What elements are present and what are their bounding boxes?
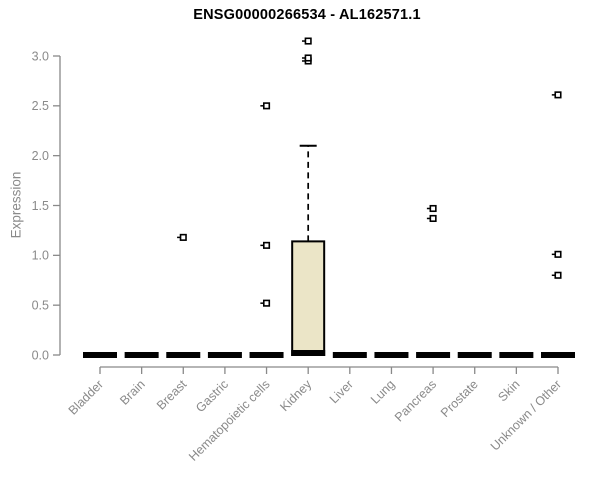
- outlier-point: [260, 299, 271, 307]
- median-bar: [374, 352, 409, 358]
- y-tick-label: 2.0: [32, 149, 49, 163]
- outlier-square: [304, 37, 312, 45]
- median-bar: [416, 352, 451, 358]
- y-tick-label: 1.0: [32, 249, 49, 263]
- y-tick-label: 0.5: [32, 299, 49, 313]
- y-tick-label: 1.5: [32, 199, 49, 213]
- outlier-point: [551, 91, 562, 99]
- x-category-label: Hematopoietic cells: [186, 377, 273, 464]
- x-category-label: Liver: [327, 377, 356, 406]
- outlier-square: [429, 214, 437, 223]
- outlier-point: [426, 204, 437, 213]
- x-category-label: Brain: [117, 377, 148, 408]
- y-tick-label: 2.5: [32, 99, 49, 113]
- y-tick-label: 3.0: [32, 49, 49, 63]
- outlier-square: [554, 91, 562, 99]
- chart-title: ENSG00000266534 - AL162571.1: [193, 7, 421, 23]
- x-category-label: Kidney: [277, 377, 314, 414]
- x-category-label: Gastric: [193, 377, 231, 415]
- outlier-point: [260, 241, 271, 249]
- outlier-square: [304, 54, 312, 62]
- x-category-label: Prostate: [438, 377, 481, 420]
- outlier-square: [262, 241, 271, 249]
- outlier-point: [551, 271, 562, 279]
- median-bar: [541, 352, 575, 358]
- outlier-point: [177, 233, 187, 241]
- outlier-square: [429, 204, 437, 213]
- outlier-point: [260, 102, 271, 110]
- y-tick-label: 0.0: [32, 348, 49, 362]
- outlier-point: [301, 54, 312, 62]
- box: [291, 240, 326, 357]
- median-bar: [207, 352, 242, 358]
- x-category-label: Pancreas: [392, 377, 439, 424]
- median-bar: [291, 350, 326, 357]
- x-category-label: Lung: [368, 377, 398, 407]
- median-bar: [124, 352, 159, 358]
- outlier-point: [301, 37, 312, 45]
- median-bar: [457, 352, 492, 358]
- outlier-square: [179, 233, 187, 241]
- x-category-label: Breast: [154, 377, 190, 413]
- outlier-square: [554, 271, 562, 279]
- median-bar: [166, 352, 201, 358]
- x-category-label: Bladder: [66, 377, 106, 417]
- outlier-square: [262, 102, 271, 110]
- outlier-square: [262, 299, 271, 307]
- median-bar: [499, 352, 534, 358]
- median-bar: [332, 352, 367, 358]
- median-bar: [249, 352, 284, 358]
- x-category-label: Skin: [495, 377, 522, 404]
- outlier-square: [554, 250, 562, 258]
- median-bar: [83, 352, 117, 358]
- x-category-label: Unknown / Other: [488, 377, 564, 453]
- outlier-point: [426, 214, 437, 223]
- outlier-point: [551, 250, 562, 258]
